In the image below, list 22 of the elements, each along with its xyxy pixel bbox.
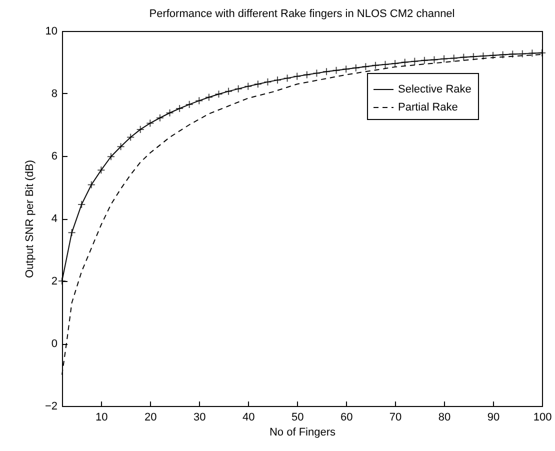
y-tick-label: 0 (51, 338, 58, 350)
legend-label: Partial Rake (398, 102, 458, 114)
y-tick-label: 2 (51, 276, 58, 288)
y-tick-label: 6 (51, 150, 58, 162)
x-tick-label: 90 (487, 412, 500, 424)
x-tick-label: 100 (533, 412, 552, 424)
y-tick-label: −2 (44, 400, 58, 412)
y-tick-label: 10 (45, 26, 58, 38)
x-tick-label: 50 (291, 412, 304, 424)
x-tick-label: 40 (242, 412, 255, 424)
legend-label: Selective Rake (398, 84, 472, 96)
x-tick-label: 60 (340, 412, 353, 424)
x-axis-title: No of Fingers (269, 426, 336, 438)
x-tick-label: 30 (194, 412, 206, 424)
x-tick-label: 80 (438, 412, 451, 424)
chart-title: Performance with different Rake fingers in NLOS CM2 channel (149, 8, 455, 20)
x-tick-label: 70 (389, 412, 402, 424)
y-tick-label: 4 (51, 213, 58, 225)
x-tick-label: 10 (96, 412, 108, 424)
y-axis-title: Output SNR per Bit (dB) (24, 160, 36, 278)
y-tick-label: 8 (51, 88, 58, 100)
x-tick-label: 20 (144, 412, 157, 424)
